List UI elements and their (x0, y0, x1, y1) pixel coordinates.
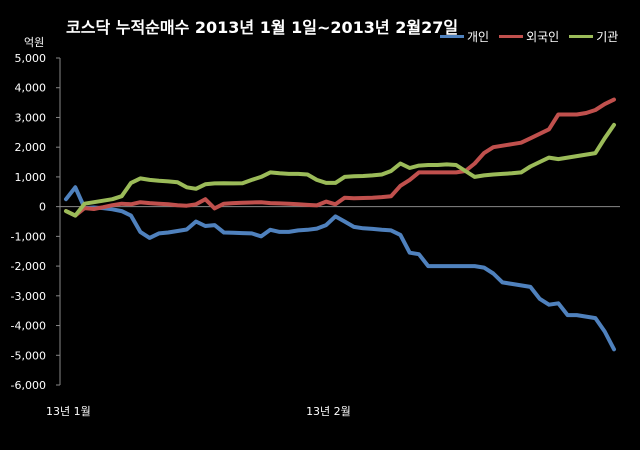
y-tick-label: -6,000 (11, 379, 46, 392)
chart-title: 코스닥 누적순매수 2013년 1월 1일~2013년 2월27일 (66, 18, 459, 37)
line-foreign (64, 97, 616, 218)
x-tick-label: 13년 2월 (306, 405, 351, 418)
legend-label-individual: 개인 (467, 30, 490, 44)
y-tick-label: 5,000 (15, 52, 47, 65)
y-tick-label: 0 (39, 201, 46, 214)
x-tick-label: 13년 1월 (46, 405, 91, 418)
legend-item-foreign: 외국인 (499, 28, 559, 45)
legend-swatch-foreign (499, 35, 524, 38)
legend: 개인 외국인 기관 (440, 28, 618, 45)
legend-swatch-institution (569, 35, 594, 38)
line-individual (64, 185, 616, 352)
y-tick-label: -4,000 (11, 320, 46, 333)
legend-item-institution: 기관 (569, 28, 618, 45)
legend-item-individual: 개인 (440, 28, 489, 45)
y-tick-label: -1,000 (11, 230, 46, 243)
y-tick-label: -2,000 (11, 260, 46, 273)
legend-label-institution: 기관 (596, 30, 619, 44)
y-tick-label: 4,000 (15, 82, 47, 95)
line-institution (64, 122, 616, 218)
y-tick-label: -5,000 (11, 349, 46, 362)
y-tick-label: -3,000 (11, 290, 46, 303)
y-tick-label: 1,000 (15, 171, 47, 184)
legend-swatch-individual (440, 35, 464, 38)
y-unit-label: 억원 (24, 36, 45, 49)
y-tick-label: 3,000 (15, 111, 47, 124)
legend-label-foreign: 외국인 (526, 30, 560, 44)
y-tick-label: 2,000 (15, 141, 47, 154)
